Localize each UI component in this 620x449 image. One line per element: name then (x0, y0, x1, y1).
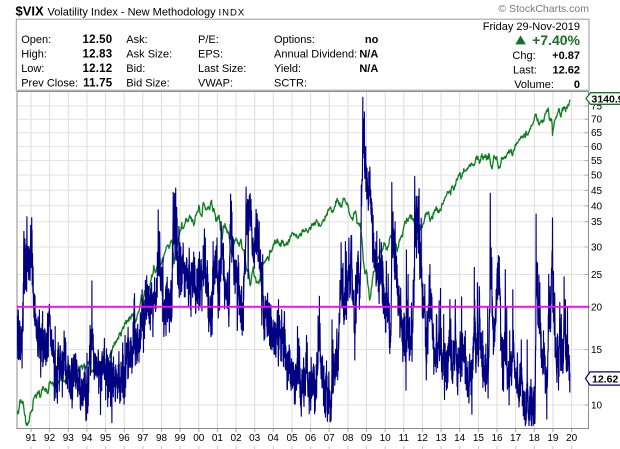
svg-text:12.62: 12.62 (552, 65, 580, 77)
svg-text:Low:: Low: (21, 63, 44, 75)
svg-text:$VIX: $VIX (16, 4, 45, 19)
svg-text:Options:: Options: (274, 34, 315, 46)
svg-text:12.12: 12.12 (83, 63, 113, 75)
svg-text:08: 08 (342, 433, 354, 444)
svg-text:06: 06 (305, 433, 317, 444)
svg-text:13: 13 (436, 433, 448, 444)
svg-text:91: 91 (25, 433, 37, 444)
svg-text:30: 30 (591, 243, 603, 254)
svg-text:03: 03 (249, 433, 261, 444)
svg-text:10: 10 (380, 433, 392, 444)
svg-text:Annual Dividend:: Annual Dividend: (274, 48, 357, 60)
svg-text:96: 96 (119, 433, 131, 444)
svg-text:93: 93 (63, 433, 75, 444)
svg-text:Ask Size:: Ask Size: (126, 48, 172, 60)
svg-text:SCTR:: SCTR: (274, 78, 307, 90)
svg-text:11.75: 11.75 (83, 78, 113, 90)
svg-text:VWAP:: VWAP: (198, 78, 233, 90)
svg-text:50: 50 (591, 171, 603, 182)
svg-text:Chg:: Chg: (512, 50, 535, 62)
svg-text:09: 09 (361, 433, 373, 444)
svg-text:0: 0 (574, 79, 580, 91)
svg-text:Bid Size:: Bid Size: (126, 78, 169, 90)
svg-text:12.83: 12.83 (83, 48, 113, 60)
svg-text:20: 20 (591, 302, 603, 313)
svg-text:75: 75 (591, 102, 603, 113)
svg-text:07: 07 (324, 433, 336, 444)
svg-text:20: 20 (566, 433, 578, 444)
svg-text:Yield:: Yield: (274, 63, 301, 75)
svg-text:14: 14 (454, 433, 466, 444)
svg-text:05: 05 (286, 433, 298, 444)
svg-text:High:: High: (21, 48, 47, 60)
svg-text:11: 11 (399, 433, 410, 444)
svg-text:45: 45 (591, 186, 603, 197)
svg-text:Last Size:: Last Size: (198, 63, 246, 75)
svg-text:65: 65 (591, 128, 603, 139)
svg-text:12.62: 12.62 (592, 374, 618, 386)
svg-text:Prev Close:: Prev Close: (21, 78, 78, 90)
svg-text:35: 35 (591, 217, 603, 228)
svg-text:P/E:: P/E: (198, 34, 219, 46)
svg-text:60: 60 (591, 142, 603, 153)
svg-text:Volatility Index - New Methodo: Volatility Index - New Methodology (48, 6, 217, 18)
svg-text:Ask:: Ask: (126, 34, 147, 46)
svg-text:N/A: N/A (359, 63, 378, 75)
svg-text:+7.40%: +7.40% (532, 32, 580, 48)
svg-text:97: 97 (137, 433, 149, 444)
svg-text:EPS:: EPS: (198, 48, 223, 60)
svg-text:95: 95 (100, 433, 112, 444)
svg-text:Volume:: Volume: (514, 79, 554, 91)
svg-text:15: 15 (591, 345, 603, 356)
svg-text:12.50: 12.50 (83, 34, 113, 46)
svg-text:12: 12 (417, 433, 429, 444)
svg-text:N/A: N/A (359, 48, 378, 60)
svg-text:16: 16 (491, 433, 503, 444)
svg-text:Last:: Last: (513, 65, 537, 77)
svg-text:25: 25 (591, 270, 603, 281)
svg-text:Open:: Open: (21, 34, 51, 46)
svg-text:Bid:: Bid: (126, 63, 145, 75)
svg-text:+0.87: +0.87 (552, 50, 580, 62)
svg-text:99: 99 (175, 433, 187, 444)
svg-text:INDX: INDX (219, 7, 246, 18)
svg-text:94: 94 (81, 433, 93, 444)
svg-text:01: 01 (212, 433, 224, 444)
svg-text:© StockCharts.com: © StockCharts.com (498, 3, 589, 15)
svg-text:15: 15 (473, 433, 485, 444)
svg-text:18: 18 (529, 433, 541, 444)
svg-text:00: 00 (193, 433, 205, 444)
svg-text:10: 10 (591, 401, 603, 412)
svg-text:17: 17 (510, 433, 522, 444)
svg-text:02: 02 (230, 433, 242, 444)
svg-text:40: 40 (591, 201, 603, 212)
svg-text:55: 55 (591, 156, 603, 167)
svg-text:04: 04 (268, 433, 280, 444)
svg-text:92: 92 (44, 433, 56, 444)
svg-text:3140.9: 3140.9 (592, 94, 620, 106)
svg-text:19: 19 (547, 433, 559, 444)
svg-text:no: no (365, 34, 379, 46)
svg-text:98: 98 (156, 433, 168, 444)
svg-text:Friday 29-Nov-2019: Friday 29-Nov-2019 (483, 21, 580, 33)
svg-text:70: 70 (591, 115, 603, 126)
